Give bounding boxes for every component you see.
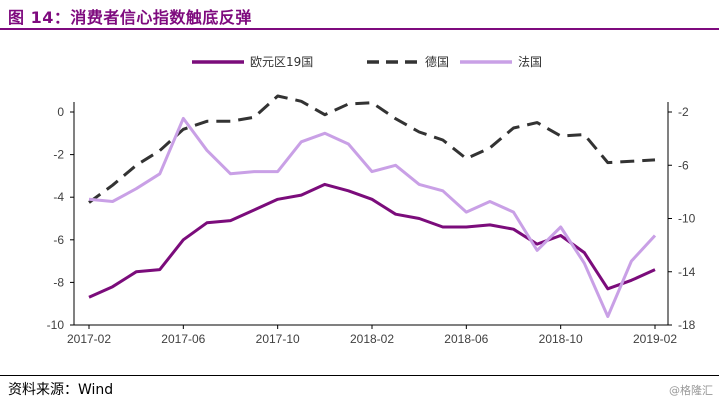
y-right-tick-label: -10: [678, 212, 696, 226]
line-chart: 欧元区19国 德国 法国 0 -2 -4 -6 -8 -10 -2 -6 -10 -14 -18 2017…: [47, 54, 696, 346]
y-right-tick-label: -6: [678, 158, 689, 172]
legend-label-france: 法国: [518, 55, 542, 69]
y-left-tick-label: -6: [53, 233, 64, 247]
y-left-tick-label: 0: [57, 105, 64, 119]
x-tick-label: 2019-02: [633, 332, 677, 346]
chart-legend: 欧元区19国 德国 法国: [192, 54, 542, 69]
x-tick-label: 2018-06: [444, 332, 488, 346]
y-right-tick-label: -14: [678, 265, 696, 279]
title-rule: [0, 28, 719, 30]
y-right-tick-label: -2: [678, 105, 689, 119]
chart-axes: 0 -2 -4 -6 -8 -10 -2 -6 -10 -14 -18 2017-02 2017-06 2…: [47, 102, 696, 346]
figure-title: 图 14：消费者信心指数触底反弹: [8, 8, 252, 27]
y-left-tick-label: -10: [47, 318, 65, 332]
y-left-tick-label: -2: [53, 148, 64, 162]
x-tick-label: 2018-10: [539, 332, 583, 346]
watermark: @格隆汇: [669, 384, 713, 397]
legend-label-germany: 德国: [425, 54, 449, 69]
series-line-germany: [88, 94, 656, 204]
y-left-tick-label: -4: [53, 190, 64, 204]
y-left-tick-label: -8: [53, 275, 64, 289]
legend-label-eurozone: 欧元区19国: [250, 55, 313, 69]
y-right-tick-label: -18: [678, 318, 696, 332]
source-note: 资料来源：Wind: [8, 382, 114, 398]
series-line-eurozone: [88, 182, 656, 299]
chart-series: [88, 94, 657, 318]
x-tick-label: 2018-02: [350, 332, 394, 346]
x-tick-label: 2017-10: [256, 332, 300, 346]
series-line-france: [88, 116, 657, 318]
x-tick-label: 2017-06: [161, 332, 205, 346]
x-tick-label: 2017-02: [67, 332, 111, 346]
footer-rule: [0, 375, 719, 376]
figure-header: 图 14：消费者信心指数触底反弹: [0, 0, 719, 30]
